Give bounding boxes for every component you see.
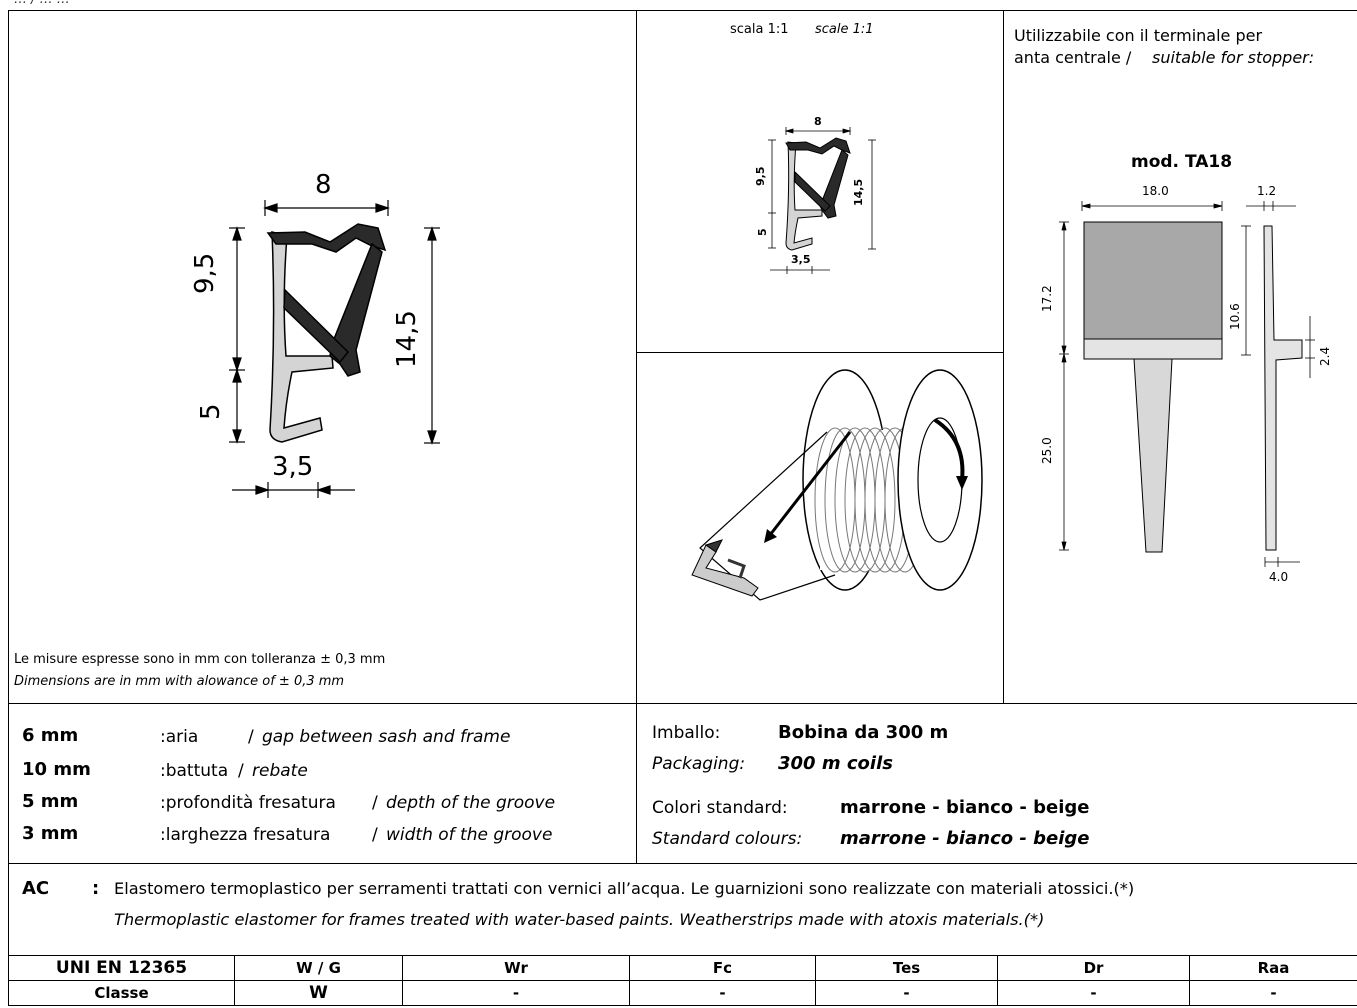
- packaging-value-en: 300 m coils: [778, 753, 893, 774]
- spec-value: 3 mm: [22, 823, 79, 844]
- scale-label-en: scale 1:1: [815, 22, 874, 37]
- scale-dim-width-label: 8: [814, 115, 822, 128]
- spec-label-en: depth of the groove: [386, 793, 556, 813]
- spec-value: 5 mm: [22, 791, 79, 812]
- stopper-dim-tip: 4.0: [1269, 570, 1289, 584]
- stopper-dim-upper-height: 17.2: [1040, 285, 1054, 312]
- table-header-row: UNI EN 12365 W / G Wr Fc Tes Dr Raa: [8, 955, 1357, 981]
- table-cell: Classe: [8, 980, 235, 1006]
- table-header-cell: Fc: [629, 955, 816, 981]
- table-cell: -: [629, 980, 816, 1006]
- stopper-model: mod. TA18: [1131, 152, 1233, 172]
- stopper-dim-width: 18.0: [1142, 184, 1169, 198]
- table-header-cell: Tes: [815, 955, 998, 981]
- scale-dim-base-label: 3,5: [791, 253, 811, 266]
- stopper-dim-mid-height: 10.6: [1228, 303, 1242, 330]
- table-row: Classe W - - - - -: [8, 980, 1357, 1006]
- table-cell: -: [997, 980, 1190, 1006]
- tolerance-note-en: Dimensions are in mm with alowance of ± …: [14, 674, 345, 689]
- coil-illustration: [691, 369, 983, 601]
- spec-label-en: rebate: [252, 761, 308, 781]
- stopper-dim-lower-height: 25.0: [1040, 437, 1054, 464]
- profile-section-drawing: [229, 200, 440, 498]
- profile-scale-drawing: [768, 127, 876, 274]
- spec-label-it: :battuta: [160, 761, 229, 781]
- table-header-cell: W / G: [234, 955, 403, 981]
- packaging-label-en: Packaging:: [652, 754, 746, 774]
- performance-table: UNI EN 12365 W / G Wr Fc Tes Dr Raa Clas…: [8, 955, 1357, 1006]
- material-description-it: Elastomero termoplastico per serramenti …: [114, 879, 1135, 898]
- spec-label-it: :aria: [160, 727, 199, 747]
- material-colon: :: [92, 878, 100, 899]
- colours-value-it: marrone - bianco - beige: [840, 797, 1090, 818]
- spec-label-en: width of the groove: [386, 825, 553, 845]
- table-header-cell: UNI EN 12365: [8, 955, 235, 981]
- table-cell: -: [402, 980, 630, 1006]
- table-header-cell: Dr: [997, 955, 1190, 981]
- packaging-value-it: Bobina da 300 m: [778, 722, 949, 743]
- table-header-cell: Wr: [402, 955, 630, 981]
- material-description-en: Thermoplastic elastomer for frames treat…: [114, 910, 1045, 929]
- table-header-cell: Raa: [1189, 955, 1357, 981]
- spec-separator: /: [372, 825, 378, 845]
- stopper-dim-thickness: 1.2: [1257, 184, 1277, 198]
- table-cell: W: [234, 980, 403, 1006]
- spec-label-it: :larghezza fresatura: [160, 825, 331, 845]
- stopper-drawing: [1059, 201, 1315, 567]
- stopper-dim-step: 2.4: [1318, 346, 1332, 366]
- spec-separator: /: [248, 727, 254, 747]
- spec-separator: /: [372, 793, 378, 813]
- stopper-text-it-1: Utilizzabile con il terminale per: [1014, 26, 1263, 45]
- spec-value: 10 mm: [22, 759, 91, 780]
- spec-label-it: :profondità fresatura: [160, 793, 336, 813]
- tolerance-note-it: Le misure espresse sono in mm con toller…: [14, 652, 386, 667]
- colours-label-en: Standard colours:: [652, 829, 803, 849]
- colours-label-it: Colori standard:: [652, 798, 788, 818]
- header-fragment: … / … …: [14, 0, 70, 7]
- table-cell: -: [1189, 980, 1357, 1006]
- packaging-label-it: Imballo:: [652, 723, 721, 743]
- dim-width-label: 8: [315, 170, 332, 200]
- colours-value-en: marrone - bianco - beige: [840, 828, 1090, 849]
- stopper-text-en: suitable for stopper:: [1152, 48, 1315, 67]
- spec-separator: /: [238, 761, 244, 781]
- stopper-text-it-2: anta centrale /: [1014, 48, 1132, 67]
- spec-label-en: gap between sash and frame: [262, 727, 511, 747]
- spec-value: 6 mm: [22, 725, 79, 746]
- table-cell: -: [815, 980, 998, 1006]
- scale-label-it: scala 1:1: [730, 22, 789, 37]
- material-code: AC: [22, 878, 50, 899]
- dim-base-width-label: 3,5: [272, 452, 314, 482]
